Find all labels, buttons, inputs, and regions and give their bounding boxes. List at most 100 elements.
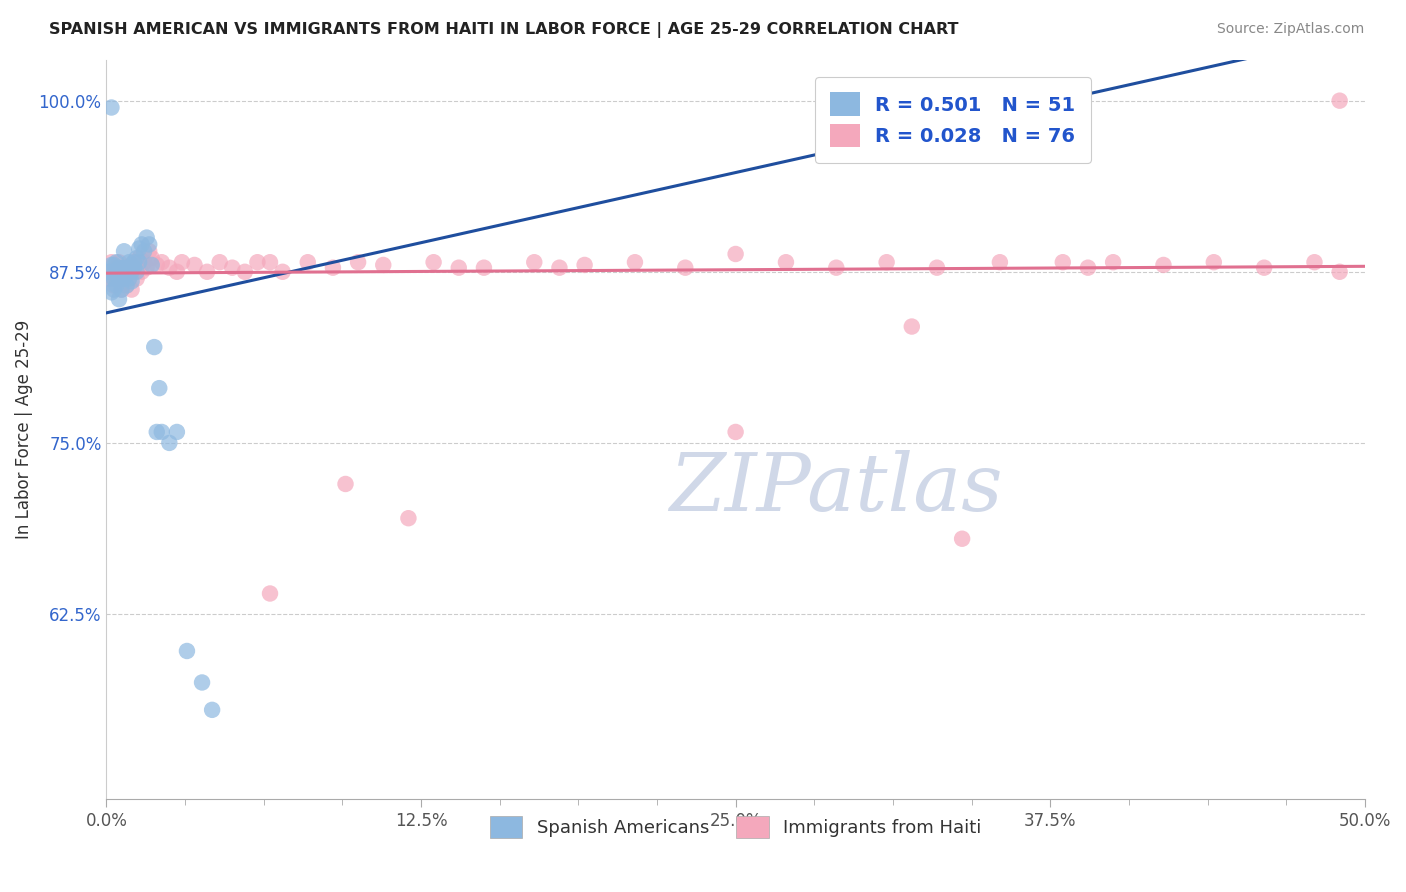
Point [121, 260, 143, 275]
Point [134, 255, 156, 269]
Point [472, 260, 495, 275]
Point [105, 271, 128, 285]
Point [125, 271, 148, 285]
Point [108, 265, 131, 279]
Point [166, 265, 188, 279]
Point [121, 265, 143, 279]
Point [105, 260, 128, 275]
Point [148, 381, 170, 395]
Point [825, 260, 848, 275]
Point [125, 265, 148, 279]
Point [246, 255, 269, 269]
Point [112, 260, 135, 275]
Point [122, 265, 145, 279]
Point [673, 260, 696, 275]
Point [145, 258, 167, 272]
Point [108, 292, 131, 306]
Point [108, 260, 131, 275]
Point [118, 265, 141, 279]
Point [100, 258, 122, 272]
Point [112, 265, 135, 279]
Point [100, 101, 122, 115]
Point [1329, 265, 1351, 279]
Point [134, 244, 156, 259]
Point [900, 319, 922, 334]
Point [128, 242, 150, 256]
Point [322, 260, 344, 275]
Point [157, 436, 180, 450]
Point [122, 255, 145, 269]
Point [105, 265, 128, 279]
Point [150, 425, 173, 439]
Point [125, 260, 148, 275]
Point [112, 260, 135, 275]
Point [115, 278, 138, 293]
Point [108, 255, 131, 269]
Point [121, 274, 143, 288]
Point [122, 255, 145, 269]
Point [221, 260, 243, 275]
Point [105, 255, 128, 269]
Point [115, 278, 138, 293]
Point [1202, 255, 1225, 269]
Point [97, 265, 120, 279]
Point [97, 271, 120, 285]
Point [103, 265, 125, 279]
Point [100, 271, 122, 285]
Point [191, 675, 214, 690]
Point [128, 251, 150, 265]
Point [108, 271, 131, 285]
Point [131, 265, 153, 279]
Point [166, 425, 188, 439]
Point [115, 260, 138, 275]
Point [1253, 260, 1275, 275]
Point [1153, 258, 1175, 272]
Point [208, 255, 231, 269]
Point [121, 260, 143, 275]
Point [396, 511, 419, 525]
Point [347, 255, 370, 269]
Legend: Spanish Americans, Immigrants from Haiti: Spanish Americans, Immigrants from Haiti [482, 809, 988, 846]
Point [624, 255, 647, 269]
Point [724, 247, 747, 261]
Point [373, 258, 395, 272]
Point [1052, 255, 1074, 269]
Point [128, 260, 150, 275]
Point [118, 271, 141, 285]
Text: SPANISH AMERICAN VS IMMIGRANTS FROM HAITI IN LABOR FORCE | AGE 25-29 CORRELATION: SPANISH AMERICAN VS IMMIGRANTS FROM HAIT… [49, 22, 959, 38]
Text: ZIPatlas: ZIPatlas [669, 450, 1002, 527]
Point [141, 258, 163, 272]
Point [145, 425, 167, 439]
Point [183, 258, 205, 272]
Point [105, 278, 128, 293]
Point [1102, 255, 1125, 269]
Point [925, 260, 948, 275]
Point [112, 244, 135, 259]
Point [128, 255, 150, 269]
Point [103, 271, 125, 285]
Point [110, 283, 132, 297]
Point [259, 586, 281, 600]
Point [121, 283, 143, 297]
Point [447, 260, 470, 275]
Point [125, 251, 148, 265]
Point [150, 255, 173, 269]
Point [422, 255, 444, 269]
Point [143, 340, 166, 354]
Point [110, 271, 132, 285]
Point [548, 260, 571, 275]
Point [121, 258, 143, 272]
Point [574, 258, 596, 272]
Point [176, 644, 198, 658]
Point [118, 260, 141, 275]
Point [97, 265, 120, 279]
Point [118, 271, 141, 285]
Point [131, 237, 153, 252]
Point [138, 244, 160, 259]
Point [135, 260, 157, 275]
Y-axis label: In Labor Force | Age 25-29: In Labor Force | Age 25-29 [15, 319, 32, 539]
Point [103, 278, 125, 293]
Point [103, 258, 125, 272]
Point [201, 703, 224, 717]
Point [110, 265, 132, 279]
